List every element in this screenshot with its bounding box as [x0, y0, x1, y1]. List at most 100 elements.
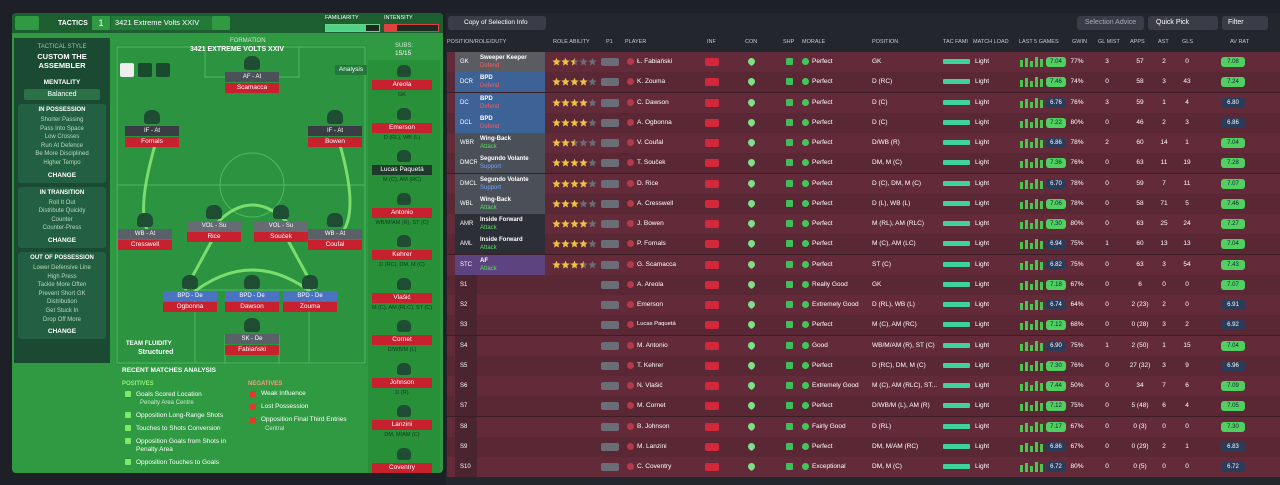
formation-name[interactable]: 3421 EXTREME VOLTS XXIV: [190, 46, 285, 53]
player-name[interactable]: Ł. Fabiański: [637, 58, 673, 65]
mentality-select[interactable]: Balanced: [24, 89, 100, 100]
player-name[interactable]: J. Bowen: [637, 220, 664, 227]
column-header[interactable]: PLAYER: [625, 39, 647, 45]
role-label[interactable]: IF - At: [125, 126, 179, 136]
player-name[interactable]: T. Kehrer: [637, 361, 664, 369]
table-row[interactable]: [447, 457, 1280, 478]
player-name[interactable]: A. Cresswell: [637, 199, 674, 207]
role-label[interactable]: AF - At: [225, 72, 279, 82]
player-name[interactable]: Scamacca: [225, 83, 279, 93]
player-name[interactable]: Fornals: [125, 137, 179, 147]
gls: 24: [1183, 220, 1191, 227]
player-name[interactable]: V. Coufal: [637, 139, 664, 146]
view-dropdown[interactable]: Copy of Selection Info: [448, 16, 546, 30]
quick-pick[interactable]: Quick Pick: [1148, 16, 1218, 30]
tactic-number[interactable]: 1: [92, 16, 110, 30]
role-label[interactable]: SK - De: [225, 334, 279, 344]
pitch-view-button[interactable]: [156, 63, 170, 77]
change-button[interactable]: CHANGE: [47, 236, 77, 244]
player-name[interactable]: B. Johnson: [637, 422, 670, 430]
column-header[interactable]: AST: [1158, 39, 1169, 45]
duty: Attack: [480, 144, 497, 150]
player-name[interactable]: Ogbonna: [163, 302, 217, 312]
tactic-dropdown[interactable]: 3421 Extreme Volts XXIV: [111, 16, 213, 30]
column-header[interactable]: CON: [745, 39, 758, 45]
sub-name[interactable]: Coventry: [372, 462, 432, 473]
player-name[interactable]: G. Scamacca: [637, 260, 677, 268]
player-name[interactable]: K. Zouma: [637, 78, 666, 86]
role-label[interactable]: BPD - De: [163, 291, 217, 301]
column-header[interactable]: SHP: [783, 39, 795, 45]
column-header[interactable]: GL MIST: [1098, 39, 1120, 45]
analysis-title[interactable]: RECENT MATCHES ANALYSIS: [122, 367, 217, 374]
player-name[interactable]: Bowen: [308, 137, 362, 147]
filter[interactable]: Filter: [1222, 16, 1268, 30]
player-name[interactable]: Emerson: [637, 301, 664, 308]
player-name[interactable]: Souček: [254, 232, 308, 242]
pitch-view-button[interactable]: [138, 63, 152, 77]
form-bar: [1030, 364, 1033, 371]
selection-advice[interactable]: Selection Advice: [1077, 16, 1144, 30]
player-name[interactable]: A. Ogbonna: [637, 118, 672, 126]
column-header[interactable]: APPS: [1130, 39, 1145, 45]
column-header[interactable]: ROLE ABILITY: [553, 39, 590, 45]
player-name[interactable]: T. Souček: [637, 159, 666, 167]
role-label[interactable]: VOL - Su: [187, 221, 241, 231]
player-name[interactable]: D. Rice: [637, 179, 659, 187]
form-bar: [1020, 161, 1023, 169]
sub-name[interactable]: Lanzini: [372, 420, 432, 430]
role-label[interactable]: IF - At: [308, 126, 362, 136]
player-name[interactable]: C. Dawson: [637, 98, 669, 106]
slot-cell: [455, 72, 477, 93]
change-button[interactable]: CHANGE: [47, 171, 77, 179]
player-name[interactable]: Fabiański: [225, 345, 279, 355]
match-load: Light: [975, 139, 990, 146]
player-name[interactable]: M. Lanzini: [637, 442, 667, 450]
player-name[interactable]: Cresswell: [118, 240, 172, 250]
sub-name[interactable]: Cornet: [372, 335, 432, 345]
column-header[interactable]: POSITION: [872, 39, 899, 45]
style-name[interactable]: CUSTOM THE ASSEMBLER: [37, 52, 87, 70]
sub-name[interactable]: Lucas Paquetá: [372, 165, 432, 175]
sub-name[interactable]: Vlašić: [372, 292, 432, 303]
player-name[interactable]: A. Areola: [637, 280, 664, 288]
analysis-button[interactable]: Analysis: [335, 65, 367, 75]
player-name[interactable]: Zouma: [283, 302, 337, 312]
sub-name[interactable]: Areola: [372, 80, 432, 90]
sub-name[interactable]: Emerson: [372, 122, 432, 133]
column-header[interactable]: LAST 5 GAMES: [1019, 39, 1059, 45]
back-button[interactable]: [15, 16, 39, 30]
sub-name[interactable]: Kehrer: [372, 250, 432, 260]
pitch-view-button[interactable]: [120, 63, 134, 77]
column-header[interactable]: INF: [707, 39, 716, 45]
player-name[interactable]: N. Vlašić: [637, 382, 663, 389]
player-name[interactable]: Lucas Paquetá: [637, 321, 676, 328]
column-header[interactable]: AV RAT: [1230, 39, 1250, 45]
player-name[interactable]: Rice: [187, 232, 241, 242]
player-name[interactable]: P. Fornals: [637, 240, 666, 248]
column-header[interactable]: GWIN: [1072, 39, 1087, 45]
player-name[interactable]: C. Coventry: [637, 463, 672, 470]
player-name[interactable]: M. Antonio: [637, 341, 668, 349]
form-bar: [1040, 342, 1043, 351]
sub-name[interactable]: Johnson: [372, 377, 432, 388]
player-name[interactable]: M. Cornet: [637, 402, 666, 410]
match-load: Light: [975, 402, 990, 410]
add-tactic[interactable]: [212, 16, 230, 30]
role-label[interactable]: BPD - De: [283, 291, 337, 301]
change-button[interactable]: CHANGE: [47, 328, 77, 336]
column-header[interactable]: GLS: [1182, 39, 1194, 45]
subs-label: SUBS:: [395, 43, 414, 49]
role-label[interactable]: WB - At: [118, 229, 172, 239]
player-name[interactable]: Coufal: [308, 240, 362, 250]
player-name[interactable]: Dawson: [225, 302, 279, 312]
sub-name[interactable]: Antonio: [372, 207, 432, 218]
role-label[interactable]: BPD - De: [225, 291, 279, 301]
column-header[interactable]: P1: [606, 39, 613, 45]
role-label[interactable]: VOL - Su: [254, 221, 308, 231]
column-header[interactable]: POSITION/ROLE/DUTY: [447, 39, 507, 45]
role-label[interactable]: WB - At: [308, 229, 362, 239]
column-header[interactable]: TAC FAMI: [943, 39, 968, 45]
column-header[interactable]: MATCH LOAD: [973, 39, 1009, 45]
column-header[interactable]: MORALE: [802, 39, 826, 45]
